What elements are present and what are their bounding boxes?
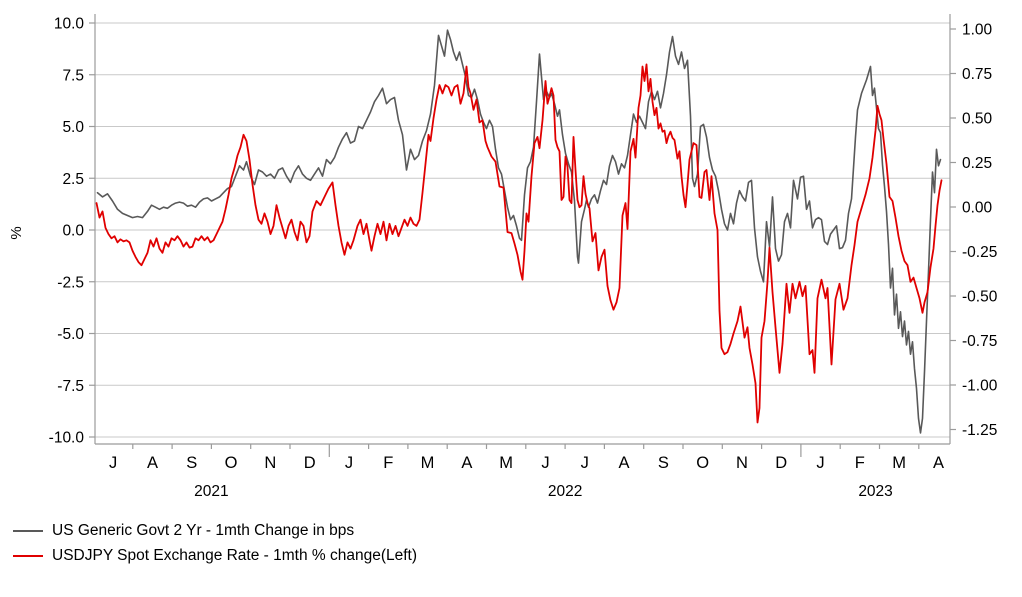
svg-text:S: S xyxy=(186,454,197,472)
svg-text:-1.25: -1.25 xyxy=(962,422,997,439)
svg-text:-0.25: -0.25 xyxy=(962,244,997,261)
chart-panel: 10.0 7.5 5.0 2.5 0.0 -2.5 -5.0 -7.5 -10.0% 1.00 0.… xyxy=(8,14,998,500)
svg-text:0.25: 0.25 xyxy=(962,155,992,172)
svg-text:5.0: 5.0 xyxy=(62,119,84,136)
legend-label: USDJPY Spot Exchange Rate - 1mth % chang… xyxy=(52,546,418,564)
svg-text:S: S xyxy=(658,454,669,472)
svg-text:-0.50: -0.50 xyxy=(962,289,998,306)
svg-text:1.00: 1.00 xyxy=(962,22,993,39)
svg-text:2021: 2021 xyxy=(194,483,228,500)
legend-item-usdjpy: USDJPY Spot Exchange Rate - 1mth % chang… xyxy=(13,543,417,568)
svg-text:2.5: 2.5 xyxy=(62,171,84,188)
svg-text:O: O xyxy=(696,454,709,472)
svg-text:J: J xyxy=(581,454,589,472)
red-line-swatch-icon xyxy=(13,554,43,557)
us-2yr-line xyxy=(96,29,942,434)
axes xyxy=(94,14,951,445)
svg-text:-10.0: -10.0 xyxy=(49,430,85,447)
svg-text:2022: 2022 xyxy=(548,483,582,500)
svg-text:M: M xyxy=(421,454,435,472)
x-axis-ticks xyxy=(132,444,920,457)
chart-legend: US Generic Govt 2 Yr - 1mth Change in bp… xyxy=(13,518,417,568)
chart-canvas: 10.0 7.5 5.0 2.5 0.0 -2.5 -5.0 -7.5 -10.0% 1.00 0.… xyxy=(8,14,998,500)
svg-text:7.5: 7.5 xyxy=(62,67,84,84)
svg-text:O: O xyxy=(225,454,238,472)
x-axis-labels: J A S O N D J F M A M J J A S O N D J F M A 2021 2022 2023 xyxy=(109,454,944,500)
svg-text:D: D xyxy=(775,454,787,472)
svg-text:-1.00: -1.00 xyxy=(962,378,998,395)
svg-text:10.0: 10.0 xyxy=(54,16,85,33)
svg-text:A: A xyxy=(147,454,158,472)
usdjpy-line xyxy=(95,63,943,424)
legend-item-us-govt-2yr: US Generic Govt 2 Yr - 1mth Change in bp… xyxy=(13,518,417,543)
svg-text:0.75: 0.75 xyxy=(962,66,992,83)
svg-text:-0.75: -0.75 xyxy=(962,333,997,350)
svg-text:-5.0: -5.0 xyxy=(57,326,84,343)
svg-text:J: J xyxy=(541,454,549,472)
svg-text:A: A xyxy=(933,454,944,472)
svg-text:F: F xyxy=(383,454,393,472)
svg-text:M: M xyxy=(499,454,513,472)
svg-text:%: % xyxy=(8,226,25,239)
gray-line-swatch-icon xyxy=(13,529,43,532)
legend-label: US Generic Govt 2 Yr - 1mth Change in bp… xyxy=(52,521,355,539)
right-axis-labels: 1.00 0.75 0.50 0.25 0.00 -0.25 -0.50 -0.75 -1.00… xyxy=(950,22,998,439)
svg-text:2023: 2023 xyxy=(858,483,892,500)
svg-text:J: J xyxy=(109,454,117,472)
left-axis-labels: 10.0 7.5 5.0 2.5 0.0 -2.5 -5.0 -7.5 -10.0% xyxy=(8,16,95,447)
svg-text:-7.5: -7.5 xyxy=(57,378,84,395)
svg-text:0.00: 0.00 xyxy=(962,200,993,217)
svg-text:J: J xyxy=(816,454,824,472)
svg-text:0.0: 0.0 xyxy=(62,223,84,240)
svg-text:N: N xyxy=(736,454,748,472)
series-lines xyxy=(95,29,943,434)
svg-text:J: J xyxy=(345,454,353,472)
svg-text:F: F xyxy=(855,454,865,472)
svg-text:-2.5: -2.5 xyxy=(57,274,84,291)
svg-text:D: D xyxy=(304,454,316,472)
svg-text:A: A xyxy=(461,454,472,472)
svg-text:0.50: 0.50 xyxy=(962,111,993,128)
svg-text:N: N xyxy=(264,454,276,472)
svg-text:M: M xyxy=(892,454,906,472)
svg-text:A: A xyxy=(619,454,630,472)
